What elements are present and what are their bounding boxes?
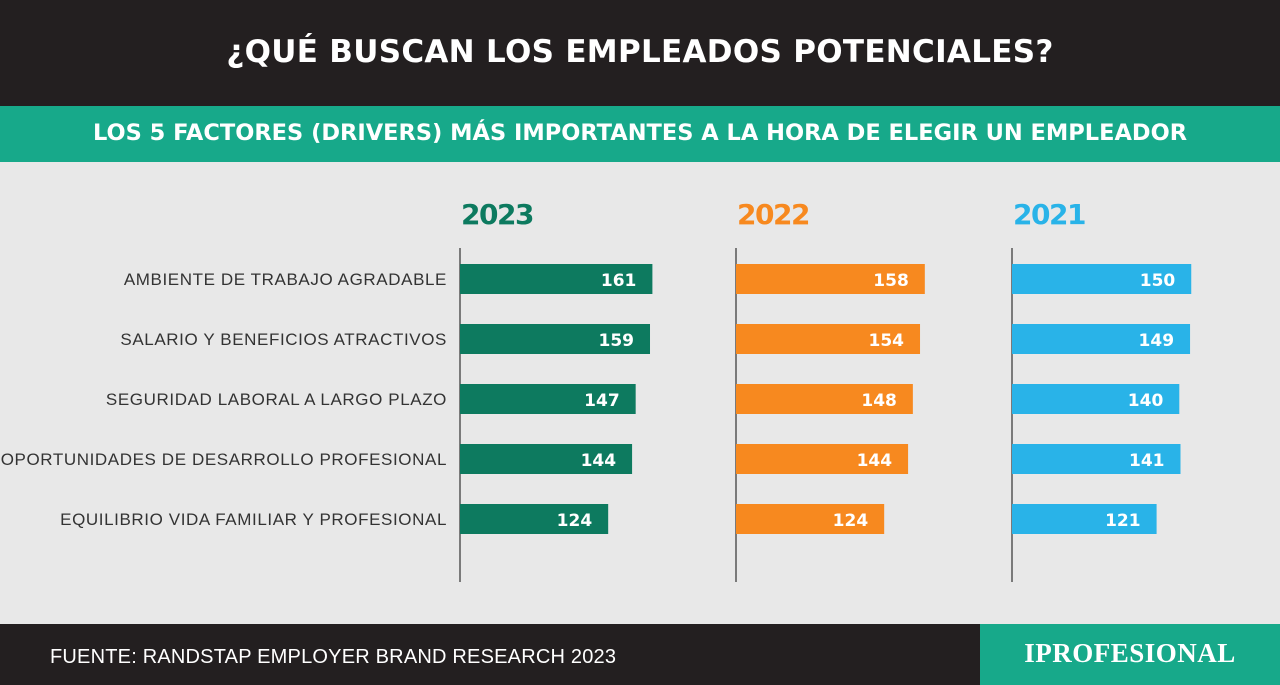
bar-2023-2 [460,324,651,354]
bar-2023-5 [460,504,609,534]
category-label-5: EQUILIBRIO VIDA FAMILIAR Y PROFESIONAL [60,510,447,529]
bar-2022-2 [736,324,921,354]
series-label-2021: 2021 [1013,198,1085,231]
data-label-2022-5: 124 [833,511,869,531]
bar-2022-4 [736,444,909,474]
bar-2021-3 [1012,384,1180,414]
bar-2022-5 [736,504,885,534]
logo-box [980,624,1280,685]
data-label-2021-3: 140 [1128,391,1164,411]
page-title: ¿QUÉ BUSCAN LOS EMPLEADOS POTENCIALES? [226,34,1054,70]
data-label-2022-3: 148 [861,391,897,411]
data-label-2023-5: 124 [557,511,593,531]
data-label-2022-2: 154 [869,331,905,351]
bar-2021-5 [1012,504,1157,534]
data-label-2023-4: 144 [581,451,617,471]
data-label-2021-4: 141 [1129,451,1165,471]
series-label-2022: 2022 [737,198,809,231]
chart-area: AMBIENTE DE TRABAJO AGRADABLE SALARIO Y B… [0,162,1280,624]
bar-2023-4 [460,444,633,474]
page-subtitle: LOS 5 FACTORES (DRIVERS) MÁS IMPORTANTES… [92,120,1188,146]
source-credit: FUENTE: RANDSTAP EMPLOYER BRAND RESEARCH… [50,646,617,668]
data-label-2022-1: 158 [873,271,909,291]
data-label-2021-5: 121 [1105,511,1141,531]
data-label-2021-2: 149 [1139,331,1175,351]
data-label-2023-2: 159 [599,331,635,351]
category-label-1: AMBIENTE DE TRABAJO AGRADABLE [124,270,447,289]
category-label-4: OPORTUNIDADES DE DESARROLLO PROFESIONAL [1,450,447,469]
bar-2022-1 [736,264,925,294]
series-label-2023: 2023 [461,198,533,231]
data-label-2023-3: 147 [584,391,620,411]
bar-2022-3 [736,384,913,414]
bar-2021-2 [1012,324,1191,354]
bar-2021-1 [1012,264,1192,294]
category-label-2: SALARIO Y BENEFICIOS ATRACTIVOS [120,330,447,349]
category-label-3: SEGURIDAD LABORAL A LARGO PLAZO [106,390,447,409]
data-label-2021-1: 150 [1140,271,1176,291]
bar-chart: AMBIENTE DE TRABAJO AGRADABLE SALARIO Y B… [1,198,1192,582]
brand-logo: IPROFESIONAL [1024,638,1236,668]
data-label-2022-4: 144 [857,451,893,471]
bar-2023-3 [460,384,636,414]
bar-2023-1 [460,264,653,294]
bar-2021-4 [1012,444,1181,474]
data-label-2023-1: 161 [601,271,637,291]
header-bar [0,0,1280,106]
subtitle-bar [0,106,1280,162]
